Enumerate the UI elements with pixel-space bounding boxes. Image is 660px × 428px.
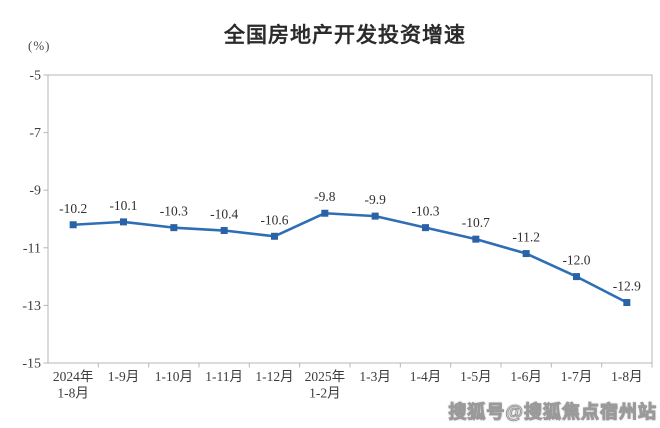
plot-border bbox=[47, 74, 653, 364]
data-point-marker bbox=[623, 299, 631, 307]
x-axis-category-label: 1-7月 bbox=[561, 369, 593, 384]
data-point-value-label: -12.9 bbox=[613, 279, 641, 294]
x-axis-category-label: 2025年 1-2月 bbox=[305, 369, 346, 401]
chart-title: 全国房地产开发投资增速 bbox=[224, 24, 466, 47]
data-point-value-label: -10.7 bbox=[462, 215, 490, 230]
data-point-value-label: -9.9 bbox=[364, 192, 386, 207]
y-axis-tick-label: -5 bbox=[29, 69, 41, 84]
data-point-marker bbox=[220, 227, 228, 235]
series-line bbox=[71, 211, 629, 304]
y-axis-tick-label: -9 bbox=[29, 184, 41, 199]
data-point-value-label: -9.8 bbox=[314, 189, 336, 204]
x-axis-category-label: 1-12月 bbox=[255, 369, 293, 384]
data-point-value-label: -10.2 bbox=[59, 201, 87, 216]
y-axis-unit-label: (%) bbox=[28, 38, 51, 53]
y-axis-tick-label: -7 bbox=[29, 126, 41, 141]
data-point-marker bbox=[170, 224, 178, 232]
x-axis-category-label: 1-6月 bbox=[510, 369, 542, 384]
data-point-marker bbox=[271, 232, 278, 240]
y-axis-tick-label: -13 bbox=[22, 299, 41, 314]
data-point-value-label: -10.3 bbox=[160, 204, 188, 219]
x-axis-category-label: 1-5月 bbox=[460, 369, 492, 384]
data-point-marker bbox=[573, 273, 580, 281]
data-point-marker bbox=[472, 235, 480, 243]
x-axis-category-label: 2024年 1-8月 bbox=[53, 369, 94, 401]
data-point-value-label: -10.3 bbox=[411, 204, 439, 219]
data-point-marker bbox=[422, 224, 429, 232]
data-point-value-label: -10.6 bbox=[260, 212, 288, 227]
data-point-value-label: -12.0 bbox=[562, 253, 590, 268]
data-point-marker bbox=[522, 250, 530, 258]
data-point-value-label: -10.1 bbox=[109, 198, 137, 213]
data-point-marker bbox=[69, 221, 77, 229]
x-axis-category-label: 1-10月 bbox=[155, 369, 193, 384]
data-point-value-label: -11.2 bbox=[512, 230, 540, 245]
data-point-marker bbox=[371, 212, 379, 220]
x-axis-category-label: 1-9月 bbox=[108, 369, 140, 384]
data-point-value-label: -10.4 bbox=[210, 207, 238, 222]
y-axis-tick-label: -11 bbox=[23, 241, 41, 256]
x-axis-category-label: 1-3月 bbox=[359, 369, 391, 384]
x-axis-category-label: 1-8月 bbox=[611, 369, 643, 384]
x-axis-category-label: 1-4月 bbox=[410, 369, 442, 384]
data-point-marker bbox=[120, 218, 127, 226]
data-point-marker bbox=[321, 209, 329, 217]
x-axis-category-label: 1-11月 bbox=[205, 369, 243, 384]
y-axis-tick-label: -15 bbox=[22, 357, 41, 372]
watermark: 搜狐号@搜狐焦点宿州站 bbox=[448, 402, 657, 423]
